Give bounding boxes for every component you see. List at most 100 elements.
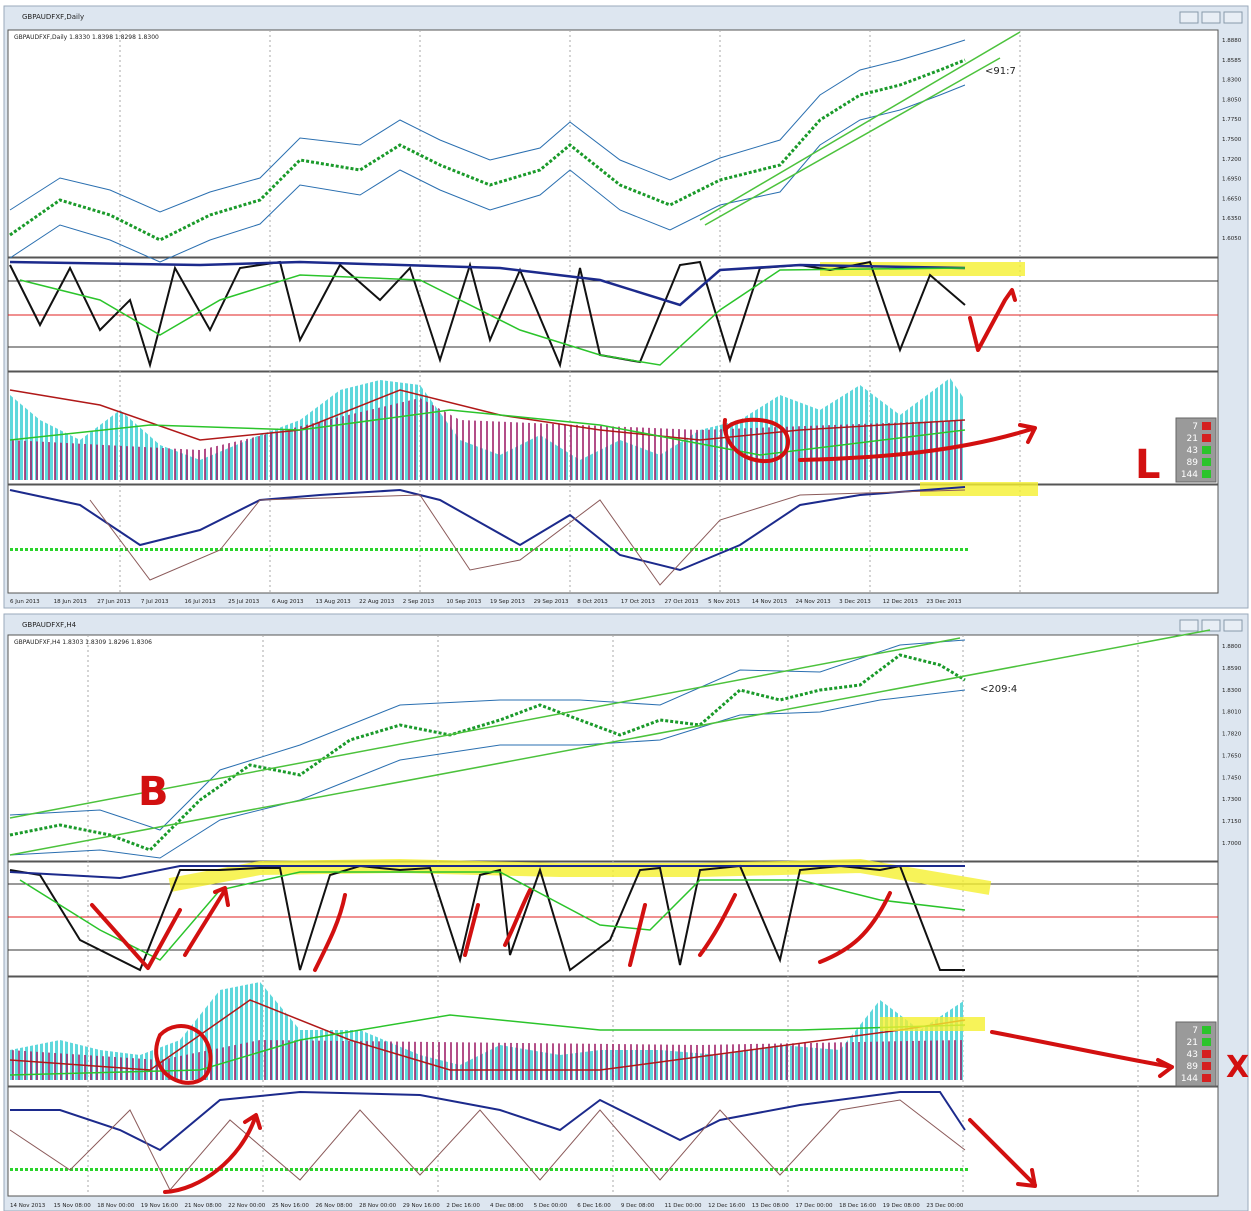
legend-swatch [1202,470,1211,478]
adx-line [9,409,966,456]
date-label: 13 Dec 08:00 [752,1203,789,1209]
date-label: 12 Dec 2013 [883,599,919,605]
price-pane [7,29,1219,258]
price-label: 1.6050 [1222,236,1242,242]
date-label: 8 Oct 2013 [577,599,608,605]
date-label: 25 Nov 16:00 [272,1203,310,1209]
legend-label: 43 [1187,446,1198,456]
legend-swatch [1202,1074,1211,1082]
signal-line [9,865,965,880]
legend-label: 7 [1192,1026,1198,1036]
legend-label: 89 [1187,458,1199,468]
date-label: 22 Nov 00:00 [228,1203,266,1209]
price-label: 1.8050 [1222,97,1242,103]
date-label: 28 Nov 00:00 [359,1203,397,1209]
window-daily: GBPAUDFXF,Daily GBPAUDFXF,Daily 1.8330 1… [3,5,1249,609]
highlight [880,1017,985,1031]
rsi-line-2 [9,1099,966,1191]
bollinger-upper [9,639,966,831]
date-label: 7 Jul 2013 [141,599,169,605]
window-buttons[interactable] [1179,11,1243,24]
window-title: GBPAUDFXF,Daily [22,13,84,21]
hand-circle [154,1024,213,1085]
signal-dots [10,1168,970,1172]
price-axis: 1.8880 1.8585 1.8300 1.8050 1.7750 1.7500 1.72… [1222,38,1242,242]
price-label: 1.7820 [1222,732,1242,738]
price-label: 1.7500 [1222,137,1242,143]
date-label: 22 Aug 2013 [359,599,395,605]
price-label: 1.7200 [1222,157,1242,163]
trend-line [9,637,961,819]
hand-check [968,288,1017,352]
vertical-grid [87,635,1139,1196]
legend-swatch [1202,1038,1211,1046]
adx-histogram-neg [10,398,965,480]
price-label: 1.8590 [1222,666,1242,672]
adx-histogram-neg [10,1040,965,1080]
price-candles [9,58,966,242]
date-label: 13 Aug 2013 [315,599,351,605]
legend-label: 7 [1192,422,1198,432]
date-label: 18 Jun 2013 [54,599,88,605]
date-label: 11 Dec 00:00 [665,1203,702,1209]
legend-swatch [1202,434,1211,442]
legend-swatch [1202,458,1211,466]
legend-swatch [1202,1062,1211,1070]
window-buttons[interactable] [1179,619,1243,632]
date-label: 15 Nov 08:00 [54,1203,92,1209]
ma-line [19,267,966,366]
adx-line [9,1014,966,1076]
price-label: 1.6650 [1222,196,1242,202]
price-label: 1.7750 [1222,117,1242,123]
price-label: 1.6350 [1222,216,1242,222]
highlight [920,482,1038,496]
legend-label: 21 [1187,1038,1198,1048]
rsi-line [9,486,966,572]
date-label: 18 Dec 16:00 [839,1203,876,1209]
price-label: 1.8300 [1222,78,1242,84]
date-label: 24 Nov 2013 [795,599,831,605]
date-label: 26 Nov 08:00 [315,1203,353,1209]
date-label: 3 Dec 2013 [839,599,871,605]
date-label: 14 Nov 2013 [752,599,788,605]
date-label: 23 Dec 00:00 [926,1203,963,1209]
annotation: <91:7 [985,66,1016,77]
rsi-pane [7,484,1219,594]
price-label: 1.8300 [1222,688,1242,694]
date-label: 14 Nov 2013 [10,1203,46,1209]
rsi-line-2 [89,489,966,586]
date-label: 17 Oct 2013 [621,599,656,605]
date-label: 21 Nov 08:00 [185,1203,223,1209]
price-label: 1.7300 [1222,797,1242,803]
bollinger-lower [9,689,966,859]
date-label: 5 Nov 2013 [708,599,740,605]
price-label: 1.7000 [1222,841,1242,847]
date-label: 5 Dec 00:00 [534,1203,568,1209]
chart-label: GBPAUDFXF,Daily 1.8330 1.8398 1.8298 1.8… [14,34,159,41]
hand-letter: B [138,769,169,815]
legend-label: 144 [1181,1074,1198,1084]
chart-label: GBPAUDFXF,H4 1.8303 1.8309 1.8296 1.8306 [14,639,152,646]
date-label: 27 Oct 2013 [665,599,700,605]
date-label: 6 Jun 2013 [10,599,40,605]
price-axis: 1.8800 1.8590 1.8300 1.8010 1.7820 1.7650 1.74… [1222,644,1242,847]
hand-circle [722,417,791,463]
date-label: 29 Nov 16:00 [403,1203,441,1209]
ma-legend: 7 21 43 89 144 [1175,1021,1217,1087]
ma-line [19,871,966,961]
date-label: 2 Sep 2013 [403,599,435,605]
trend-line [699,31,1021,221]
price-candles [9,653,966,852]
price-label: 1.6950 [1222,177,1242,183]
bollinger-upper [9,39,966,213]
date-label: 12 Dec 16:00 [708,1203,745,1209]
legend-swatch [1202,446,1211,454]
date-label: 18 Nov 00:00 [97,1203,135,1209]
date-label: 27 Jun 2013 [97,599,131,605]
di-line [9,389,966,441]
date-axis: 14 Nov 2013 15 Nov 08:00 18 Nov 00:00 19 No… [10,1203,964,1209]
date-label: 29 Sep 2013 [534,599,569,605]
hand-arrow [990,1030,1174,1078]
price-label: 1.8800 [1222,644,1242,650]
